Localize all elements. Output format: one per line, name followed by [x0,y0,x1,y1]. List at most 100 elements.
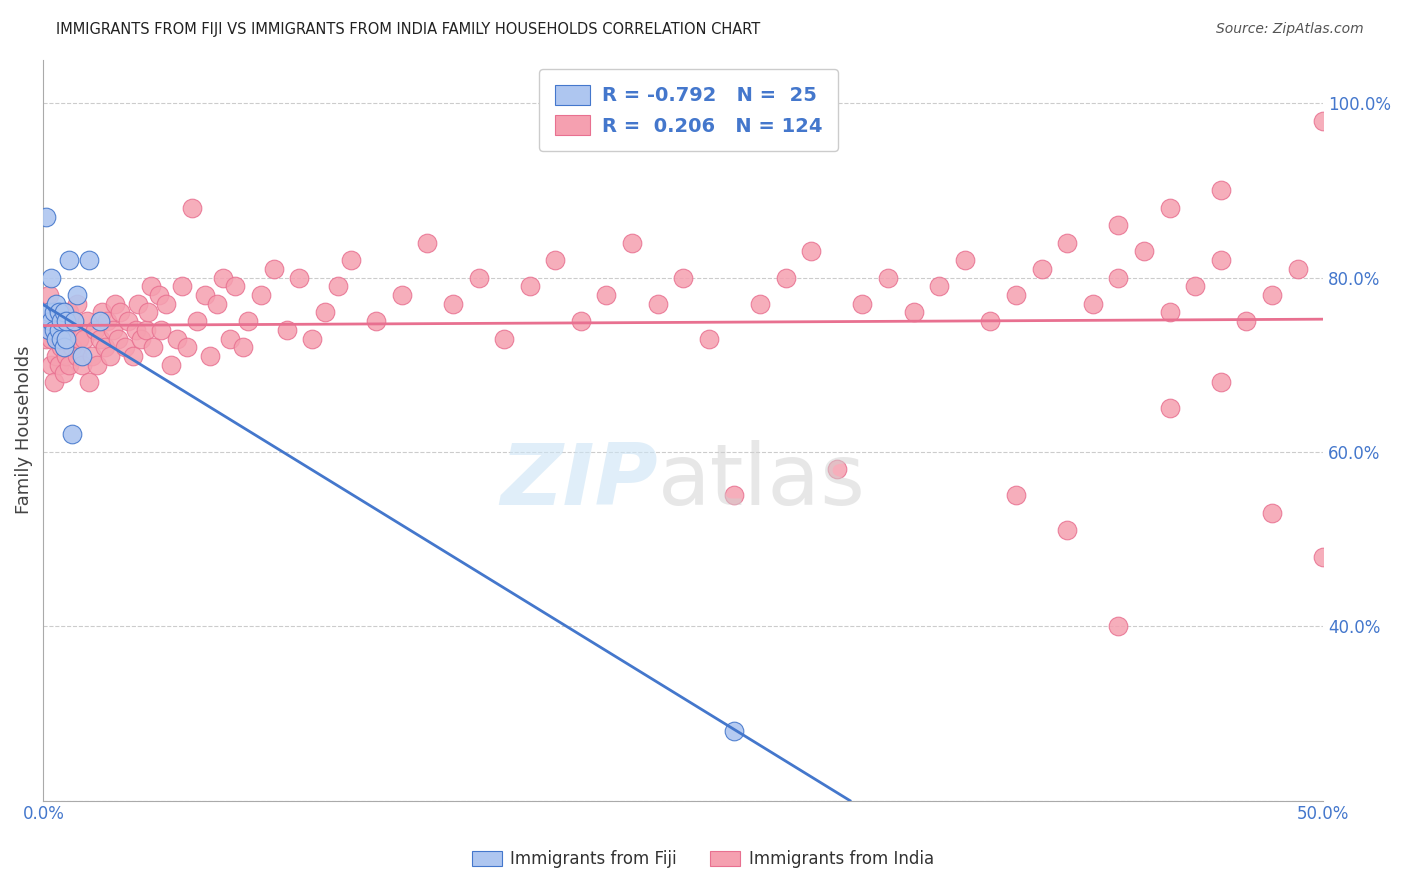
Point [48,323,70,337]
Point [366,314,388,328]
Point [1107,219,1129,233]
Point [127,296,149,310]
Point [1234,314,1257,328]
Point [45,323,67,337]
Point [1209,183,1232,197]
Point [60,427,83,442]
Point [1286,261,1309,276]
Point [1312,549,1334,564]
Point [52,340,75,354]
Point [326,279,349,293]
Point [155,296,177,310]
Point [263,261,285,276]
Point [51,314,73,328]
Point [723,723,745,738]
Point [66,288,89,302]
Point [58,358,80,372]
Point [211,270,233,285]
Point [42,375,65,389]
Point [60,340,83,354]
Point [58,253,80,268]
Point [38,323,60,337]
Point [148,288,170,302]
Point [108,305,131,319]
Point [800,244,823,259]
Point [1133,244,1156,259]
Point [1005,488,1028,502]
Point [339,253,361,268]
Point [58,305,80,319]
Point [697,332,720,346]
Point [52,305,75,319]
Point [48,358,70,372]
Point [70,358,93,372]
Point [138,305,160,319]
Point [117,314,139,328]
Point [42,305,65,319]
Point [1159,201,1181,215]
Point [749,296,772,310]
Point [176,340,198,354]
Point [39,358,62,372]
Point [1107,619,1129,633]
Point [83,323,105,337]
Text: IMMIGRANTS FROM FIJI VS IMMIGRANTS FROM INDIA FAMILY HOUSEHOLDS CORRELATION CHAR: IMMIGRANTS FROM FIJI VS IMMIGRANTS FROM … [56,22,761,37]
Point [1261,288,1284,302]
Point [170,279,193,293]
Point [45,332,67,346]
Point [55,323,77,337]
Point [569,314,592,328]
Point [441,296,464,310]
Point [73,332,96,346]
Point [1056,524,1078,538]
Point [86,358,108,372]
Point [122,349,145,363]
Point [38,288,60,302]
Point [39,314,62,328]
Point [70,349,93,363]
Point [1261,506,1284,520]
Point [66,296,89,310]
Point [494,332,516,346]
Point [39,270,62,285]
Point [48,305,70,319]
Legend: Immigrants from Fiji, Immigrants from India: Immigrants from Fiji, Immigrants from In… [465,844,941,875]
Point [96,314,118,328]
Point [1081,296,1104,310]
Point [114,340,136,354]
Point [139,279,162,293]
Point [67,332,90,346]
Point [647,296,669,310]
Point [288,270,311,285]
Point [89,314,111,328]
Point [825,462,848,476]
Point [238,314,260,328]
Point [1209,253,1232,268]
Point [180,201,202,215]
Point [979,314,1001,328]
Point [101,323,124,337]
Point [467,270,489,285]
Point [723,488,745,502]
Point [39,332,62,346]
Point [207,296,229,310]
Point [45,349,67,363]
Point [79,375,101,389]
Point [851,296,873,310]
Point [1159,401,1181,416]
Point [51,314,73,328]
Text: atlas: atlas [658,441,866,524]
Point [76,314,98,328]
Point [48,332,70,346]
Point [224,279,246,293]
Point [129,332,152,346]
Point [621,235,644,250]
Point [198,349,221,363]
Point [186,314,208,328]
Point [52,305,75,319]
Point [595,288,617,302]
Point [519,279,541,293]
Point [1312,113,1334,128]
Point [953,253,976,268]
Point [160,358,183,372]
